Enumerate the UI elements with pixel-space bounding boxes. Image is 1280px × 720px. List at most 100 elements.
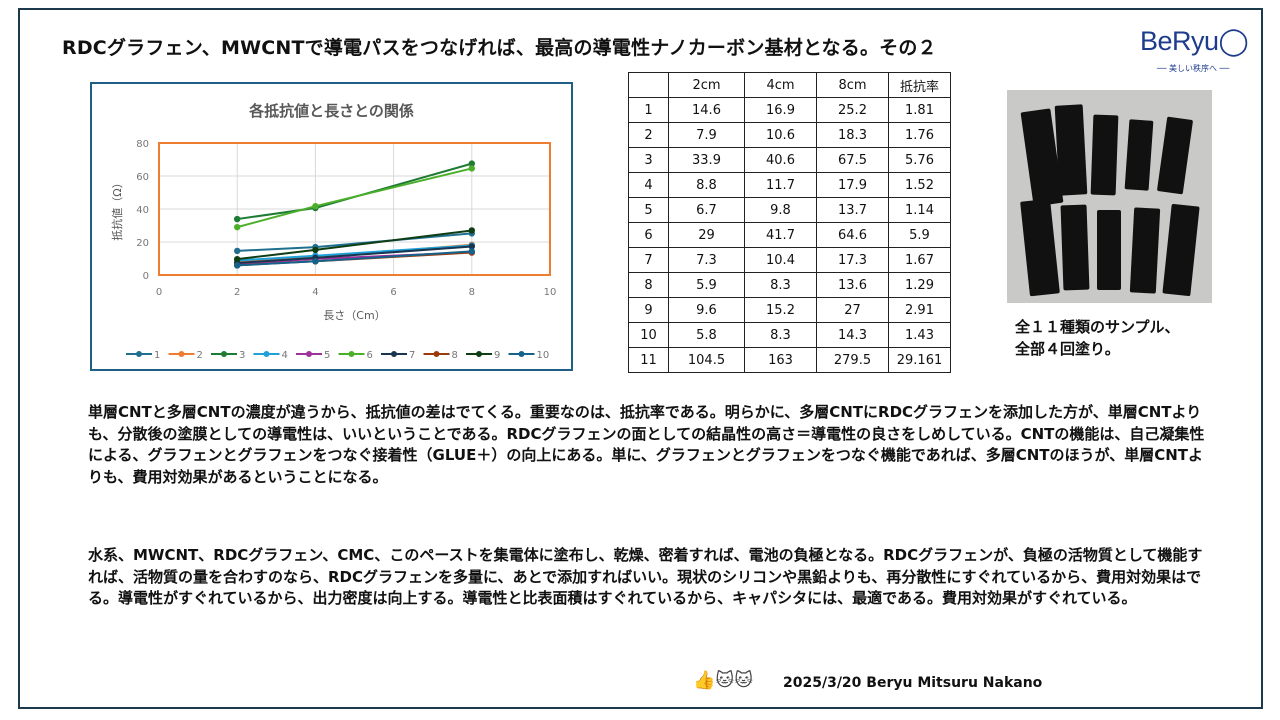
chart: 各抵抗値と長さとの関係 0 2 4 6 8 10 0 20 40 60 80 長さ（Cm） 抵抗値（Ω）… xyxy=(90,82,573,371)
table-cell: 9.6 xyxy=(668,297,745,323)
table-cell: 5.9 xyxy=(668,272,745,298)
y-axis-label: 抵抗値（Ω） xyxy=(110,177,124,240)
table-cell: 2 xyxy=(628,122,669,148)
table-cell: 5.8 xyxy=(668,322,745,348)
table-header: 2cm xyxy=(668,72,745,98)
table-cell: 3 xyxy=(628,147,669,173)
table-cell: 8.3 xyxy=(744,322,817,348)
thumbs-up-icon: 👍 xyxy=(693,670,716,691)
data-point-9 xyxy=(312,246,319,254)
data-point-3 xyxy=(234,215,241,223)
table-cell: 16.9 xyxy=(744,97,817,123)
table-cell: 5.9 xyxy=(888,222,951,248)
table-cell: 163 xyxy=(744,347,817,373)
table-cell: 1 xyxy=(628,97,669,123)
sample-photo xyxy=(1007,90,1212,303)
slide-title: RDCグラフェン、MWCNTで導電パスをつなげれば、最高の導電性ナノカーボン基材… xyxy=(62,37,937,59)
data-point-9 xyxy=(468,227,475,234)
table-cell: 104.5 xyxy=(668,347,745,373)
y-tick-label: 60 xyxy=(136,172,149,183)
table-cell: 14.3 xyxy=(816,322,889,348)
table-row: 7 7.3 10.4 17.3 1.67 xyxy=(628,247,951,273)
data-point-10 xyxy=(234,262,241,269)
data-point-6 xyxy=(468,165,475,172)
table-cell: 5.76 xyxy=(888,147,951,173)
lucky-cat-icon: 🐱 xyxy=(715,670,735,691)
legend-marker-2 xyxy=(178,351,185,357)
slide-frame xyxy=(18,8,1263,709)
legend-label: 1 xyxy=(154,350,160,361)
table-cell: 5 xyxy=(628,197,669,223)
data-point-10 xyxy=(312,258,319,265)
table-cell: 10.4 xyxy=(744,247,817,273)
lucky-cat-icon: 🐱 xyxy=(734,670,753,691)
table-cell: 6 xyxy=(628,222,669,248)
table-row: 2 7.9 10.6 18.3 1.76 xyxy=(628,122,951,148)
photo-caption: 全１１種類のサンプル、 全部４回塗り。 xyxy=(1015,316,1180,360)
data-point-7 xyxy=(468,243,475,250)
legend-marker-6 xyxy=(348,351,355,357)
table-cell: 1.52 xyxy=(888,172,951,198)
table-row: 5 6.7 9.8 13.7 1.14 xyxy=(628,197,951,223)
table-cell: 7.3 xyxy=(668,247,745,273)
y-tick-label: 80 xyxy=(136,139,149,150)
sample-strip xyxy=(1129,207,1161,294)
table-cell: 2.91 xyxy=(888,297,951,323)
table-header: 4cm xyxy=(744,72,817,98)
caption-line-2: 全部４回塗り。 xyxy=(1015,340,1120,358)
sample-strip xyxy=(1156,116,1194,195)
table-cell: 27 xyxy=(816,297,889,323)
table-cell: 7.9 xyxy=(668,122,745,148)
x-axis-label: 長さ（Cm） xyxy=(323,309,385,322)
data-point-6 xyxy=(234,223,241,231)
table-cell: 18.3 xyxy=(816,122,889,148)
resistance-table: 2cm 4cm 8cm 抵抗率 1 14.6 16.9 25.2 1.81 2 7.9 10.6 18.… xyxy=(628,72,951,373)
data-point-6 xyxy=(312,202,319,210)
table-cell: 8 xyxy=(628,272,669,298)
table-cell: 64.6 xyxy=(816,222,889,248)
footer-credit: 2025/3/20 Beryu Mitsuru Nakano xyxy=(783,675,1043,691)
data-point-3 xyxy=(468,160,475,167)
y-tick-label: 40 xyxy=(136,205,149,216)
table-cell: 13.7 xyxy=(816,197,889,223)
table-row: 9 9.6 15.2 27 2.91 xyxy=(628,297,951,323)
table-cell: 40.6 xyxy=(744,147,817,173)
table-cell: 15.2 xyxy=(744,297,817,323)
legend-marker-10 xyxy=(518,351,525,357)
table-cell: 1.14 xyxy=(888,197,951,223)
table-cell: 10 xyxy=(628,322,669,348)
legend-marker-4 xyxy=(263,351,270,357)
decorative-icons: 👍🐱🐱 xyxy=(693,670,753,691)
table-row: 11 104.5 163 279.5 29.161 xyxy=(628,347,951,373)
legend-label: 9 xyxy=(494,350,500,361)
data-point-10 xyxy=(468,248,475,255)
sample-strip xyxy=(1162,203,1200,297)
data-point-9 xyxy=(234,255,241,263)
table-cell: 1.81 xyxy=(888,97,951,123)
sample-strip xyxy=(1097,210,1121,290)
legend-label: 8 xyxy=(452,350,458,361)
legend-label: 7 xyxy=(409,350,415,361)
table-cell: 9.8 xyxy=(744,197,817,223)
x-tick-label: 10 xyxy=(544,287,557,298)
table-cell: 6.7 xyxy=(668,197,745,223)
paragraph-2: 水系、MWCNT、RDCグラフェン、CMC、このペーストを集電体に塗布し、乾燥、… xyxy=(88,546,1203,607)
table-row: 6 29 41.7 64.6 5.9 xyxy=(628,222,951,248)
table-cell: 17.9 xyxy=(816,172,889,198)
legend-label: 2 xyxy=(197,350,203,361)
table-cell: 29.161 xyxy=(888,347,951,373)
table-cell: 33.9 xyxy=(668,147,745,173)
table-cell: 17.3 xyxy=(816,247,889,273)
legend-label: 6 xyxy=(367,350,373,361)
data-point-1 xyxy=(234,247,241,255)
table-cell: 279.5 xyxy=(816,347,889,373)
sample-strip xyxy=(1060,204,1090,291)
legend-marker-5 xyxy=(306,351,312,357)
table-cell: 1.76 xyxy=(888,122,951,148)
sample-strip xyxy=(1020,198,1060,297)
plot-area xyxy=(158,142,551,276)
table-cell: 11 xyxy=(628,347,669,373)
sample-strip xyxy=(1054,104,1088,196)
table-header xyxy=(628,72,669,98)
table-row: 1 14.6 16.9 25.2 1.81 xyxy=(628,97,951,123)
